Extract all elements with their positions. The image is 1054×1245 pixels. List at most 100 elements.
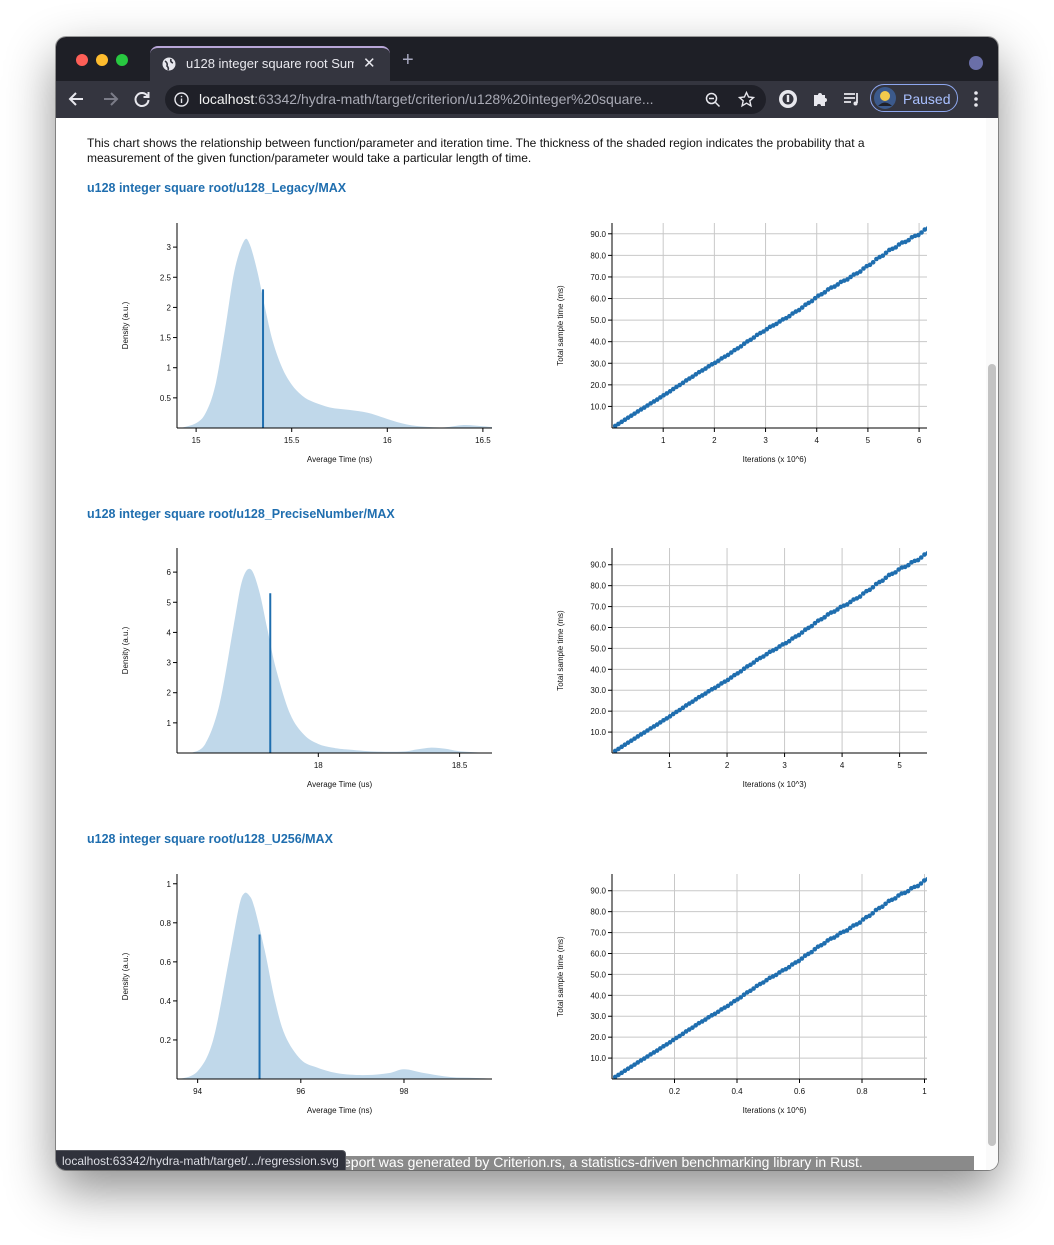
y-tick-label: 70.0 — [590, 273, 606, 282]
sample-point — [809, 623, 815, 629]
density-chart-precise-number: 18 18.5 1 2 3 4 5 6 Average Time (us) Density (a.… — [121, 548, 492, 789]
sample-point — [915, 557, 921, 563]
sample-point — [751, 986, 756, 991]
x-tick-label: 0.8 — [856, 1087, 868, 1096]
y-tick-label: 80.0 — [590, 908, 606, 917]
section-link-u256[interactable]: u128 integer square root/u128_U256/MAX — [87, 832, 333, 846]
back-icon[interactable] — [66, 88, 88, 110]
x-axis-label: Average Time (ns) — [307, 1106, 373, 1115]
y-tick-label: 10.0 — [590, 402, 606, 411]
sample-point — [812, 620, 818, 626]
sample-point — [680, 705, 686, 711]
new-tab-icon[interactable]: + — [402, 49, 414, 71]
close-window-button[interactable] — [76, 54, 88, 66]
sample-point — [925, 551, 927, 556]
y-tick-label: 1 — [167, 364, 172, 373]
y-tick-label: 60.0 — [590, 949, 606, 958]
y-tick-label: 80.0 — [590, 582, 606, 591]
sample-point — [738, 669, 744, 674]
tab-search-icon[interactable] — [969, 56, 983, 70]
active-tab[interactable]: u128 integer square root Summ ✕ — [150, 46, 390, 81]
sample-point — [857, 920, 863, 925]
star-icon[interactable] — [738, 91, 755, 108]
tab-title: u128 integer square root Summ — [186, 56, 354, 71]
media-queue-icon[interactable] — [842, 89, 862, 109]
sample-point — [738, 344, 744, 349]
zoom-out-icon[interactable] — [705, 92, 721, 108]
sample-point — [847, 925, 853, 931]
sample-point — [654, 722, 660, 727]
sample-point — [764, 977, 769, 983]
forward-icon[interactable] — [99, 88, 121, 110]
y-tick-label: 10.0 — [590, 1054, 606, 1063]
y-tick-label: 90.0 — [590, 887, 606, 896]
sample-point — [787, 313, 792, 319]
x-tick-label: 0.6 — [794, 1087, 806, 1096]
sample-point — [848, 274, 853, 280]
page-description: This chart shows the relationship betwee… — [87, 136, 865, 165]
sample-point — [786, 964, 792, 970]
sample-point — [764, 651, 769, 657]
density-chart-u256: 94 96 98 0.2 0.4 0.6 0.8 1 Average Time (ns) Dens… — [121, 874, 492, 1115]
profile-button[interactable]: Paused — [870, 84, 958, 112]
extensions-icon[interactable] — [810, 89, 830, 109]
sample-point — [809, 949, 814, 955]
section-link-precise-number[interactable]: u128 integer square root/u128_PreciseNum… — [87, 507, 395, 521]
y-tick-label: 3 — [167, 243, 172, 252]
sample-point — [870, 260, 876, 265]
sample-point — [774, 321, 779, 327]
sample-point — [796, 307, 802, 313]
minimize-window-button[interactable] — [96, 54, 108, 66]
sample-point — [741, 341, 747, 346]
tab-close-icon[interactable]: ✕ — [363, 55, 376, 72]
sample-point — [667, 1040, 673, 1045]
sample-point — [703, 366, 708, 371]
avatar — [874, 87, 896, 109]
y-tick-label: 70.0 — [590, 603, 606, 612]
sample-point — [693, 1023, 698, 1028]
y-tick-label: 30.0 — [590, 686, 606, 695]
sample-point — [880, 578, 885, 583]
section-link-legacy[interactable]: u128 integer square root/u128_Legacy/MAX — [87, 181, 347, 195]
info-icon[interactable] — [174, 92, 189, 107]
sample-point — [748, 662, 753, 668]
x-tick-label: 18 — [314, 761, 323, 770]
sample-point — [906, 562, 911, 568]
sample-point — [690, 374, 695, 379]
password-manager-icon[interactable] — [778, 89, 798, 109]
sample-point — [786, 638, 792, 644]
sample-point — [741, 992, 747, 997]
y-tick-label: 6 — [167, 568, 172, 577]
sample-point — [690, 699, 695, 704]
y-tick-label: 40.0 — [590, 338, 606, 347]
x-tick-label: 16.5 — [475, 436, 491, 445]
y-tick-label: 20.0 — [590, 707, 606, 716]
x-tick-label: 5 — [897, 761, 902, 770]
address-bar[interactable]: localhost:63342/hydra-math/target/criter… — [165, 85, 766, 114]
y-tick-label: 0.8 — [160, 919, 172, 928]
sample-point — [761, 654, 766, 659]
menu-icon[interactable] — [970, 89, 982, 109]
y-tick-label: 3 — [167, 659, 172, 668]
sample-point — [728, 1001, 734, 1006]
sample-point — [867, 913, 872, 919]
sample-point — [812, 946, 818, 952]
sample-point — [835, 607, 840, 612]
sample-point — [654, 397, 660, 402]
tab-strip: u128 integer square root Summ ✕ + — [56, 37, 998, 81]
zoom-window-button[interactable] — [116, 54, 128, 66]
reload-icon[interactable] — [131, 88, 153, 110]
sample-point — [773, 972, 779, 978]
density-chart-legacy: 15 15.5 16 16.5 0.5 1 1.5 2 2.5 3 Average Time (ns… — [121, 223, 492, 464]
x-tick-label: 96 — [296, 1087, 305, 1096]
sample-point — [870, 585, 876, 590]
scrollbar-thumb[interactable] — [988, 364, 996, 1146]
y-axis-label: Total sample time (ms) — [556, 610, 565, 691]
y-tick-label: 70.0 — [590, 929, 606, 938]
sample-point — [761, 329, 766, 334]
sample-point — [809, 298, 815, 304]
y-tick-label: 40.0 — [590, 991, 606, 1000]
density-area — [179, 892, 492, 1079]
sample-point — [893, 245, 899, 250]
y-tick-label: 10.0 — [590, 728, 606, 737]
